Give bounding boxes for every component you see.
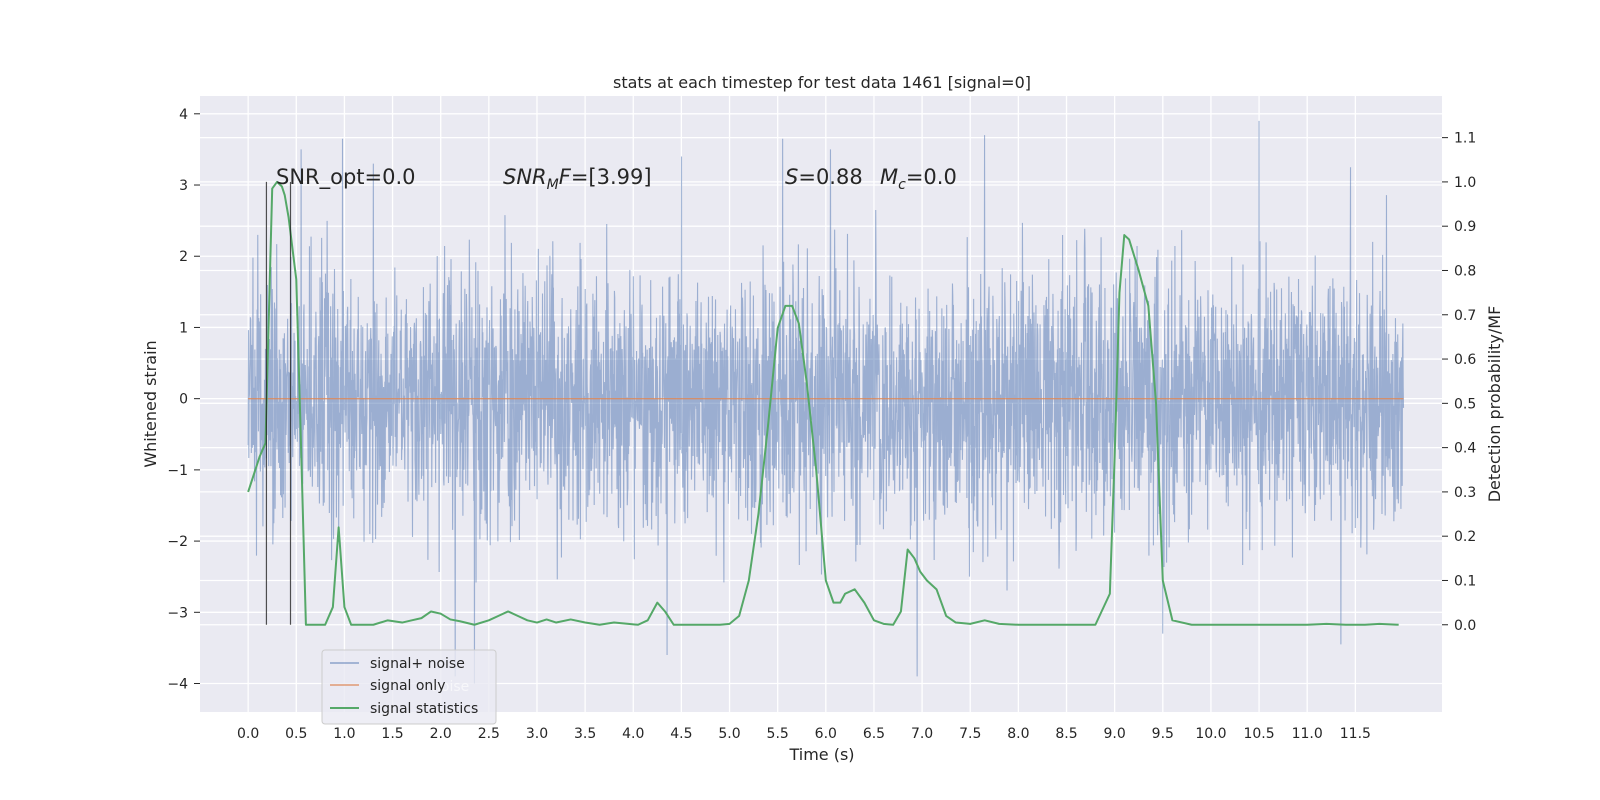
legend-label-signal-noise: signal+ noise: [370, 656, 465, 672]
y2-tick-label: 0.6: [1454, 352, 1476, 368]
annotation-snr-opt: SNR_opt=0.0: [276, 165, 416, 190]
x-tick-label: 2.0: [430, 726, 452, 742]
y2-tick-label: 0.5: [1454, 396, 1476, 412]
y2-tick-label: 0.0: [1454, 618, 1476, 634]
annotation-snr-mf-symbol-f: F: [559, 165, 572, 189]
x-tick-label: 1.5: [381, 726, 403, 742]
y2-tick-label: 0.4: [1454, 441, 1476, 457]
annotation-mc: Mc=0.0: [880, 165, 957, 193]
y2-tick-label: 0.8: [1454, 263, 1476, 279]
x-tick-label: 9.0: [1104, 726, 1126, 742]
y-tick-label: 0: [179, 392, 188, 408]
x-tick-label: 8.0: [1007, 726, 1029, 742]
y-tick-label: −1: [167, 463, 188, 479]
x-tick-label: 7.0: [911, 726, 933, 742]
legend-ghost-text: noise: [432, 679, 469, 695]
y2-tick-label: 1.0: [1454, 175, 1476, 191]
y2-tick-label: 0.9: [1454, 219, 1476, 235]
x-axis-label: Time (s): [788, 745, 854, 764]
x-tick-label: 3.5: [574, 726, 596, 742]
y-tick-label: −4: [167, 677, 188, 693]
annotation-mc-value: =0.0: [906, 165, 957, 189]
annotation-mc-symbol: M: [880, 165, 898, 189]
axis-ticks: 0.0 0.5 1.0 1.5 2.0 2.5 3.0 3.5 4.0 4.5 5.0 5.5 6.0 6…: [167, 107, 1476, 742]
x-tick-label: 9.5: [1152, 726, 1174, 742]
annotation-s: S=0.88: [785, 165, 863, 189]
x-tick-label: 4.5: [670, 726, 692, 742]
x-tick-label: 0.0: [237, 726, 259, 742]
annotation-snr-mf-value: =[3.99]: [571, 165, 652, 189]
y2-tick-label: 0.2: [1454, 529, 1476, 545]
vertical-markers: [265, 181, 292, 625]
y-tick-label: 4: [179, 107, 188, 123]
x-tick-label: 7.5: [959, 726, 981, 742]
y-tick-label: 2: [179, 249, 188, 265]
x-tick-label: 2.5: [478, 726, 500, 742]
annotation-s-symbol: S: [785, 165, 798, 189]
x-tick-label: 3.0: [526, 726, 548, 742]
legend-box: [321, 649, 497, 725]
x-tick-label: 10.5: [1243, 726, 1274, 742]
signal-noise-line: [247, 120, 1405, 684]
legend: noise signal+ noise signal only signal s…: [321, 649, 497, 725]
y2-tick-label: 1.1: [1454, 131, 1476, 147]
annotation-snr-mf: SNRMF=[3.99]: [503, 165, 652, 193]
signal-statistics-line: [247, 180, 1399, 626]
legend-label-signal-statistics: signal statistics: [370, 701, 478, 717]
x-tick-label: 11.0: [1292, 726, 1323, 742]
annotations: SNR_opt=0.0 SNRMF=[3.99] S=0.88 Mc=0.0: [276, 165, 957, 193]
x-tick-label: 4.0: [622, 726, 644, 742]
x-tick-label: 5.0: [718, 726, 740, 742]
y2-tick-label: 0.1: [1454, 573, 1476, 589]
y2-tick-label: 0.3: [1454, 485, 1476, 501]
x-tick-label: 10.0: [1195, 726, 1226, 742]
x-tick-label: 5.5: [767, 726, 789, 742]
y-tick-label: 3: [179, 178, 188, 194]
x-tick-label: 6.5: [863, 726, 885, 742]
annotation-mc-subscript: c: [898, 177, 906, 193]
x-tick-label: 1.0: [333, 726, 355, 742]
x-tick-label: 6.0: [815, 726, 837, 742]
y2-axis-label: Detection probability/MF: [1485, 306, 1504, 503]
series-signal-statistics: [247, 180, 1399, 626]
x-tick-label: 8.5: [1055, 726, 1077, 742]
x-tick-label: 0.5: [285, 726, 307, 742]
y-tick-label: −3: [167, 605, 188, 621]
chart-title: stats at each timestep for test data 146…: [613, 73, 1031, 92]
annotation-snr-mf-subscript: M: [547, 177, 559, 193]
legend-label-signal-only: signal only: [370, 678, 445, 694]
annotation-s-value: =0.88: [798, 165, 862, 189]
y2-tick-label: 0.7: [1454, 308, 1476, 324]
y-tick-label: 1: [179, 320, 188, 336]
y-axis-label: Whitened strain: [141, 340, 160, 467]
series-signal-noise: [247, 120, 1405, 684]
annotation-snr-mf-symbol: SNR: [503, 165, 547, 189]
y-tick-label: −2: [167, 534, 188, 550]
x-tick-label: 11.5: [1340, 726, 1371, 742]
